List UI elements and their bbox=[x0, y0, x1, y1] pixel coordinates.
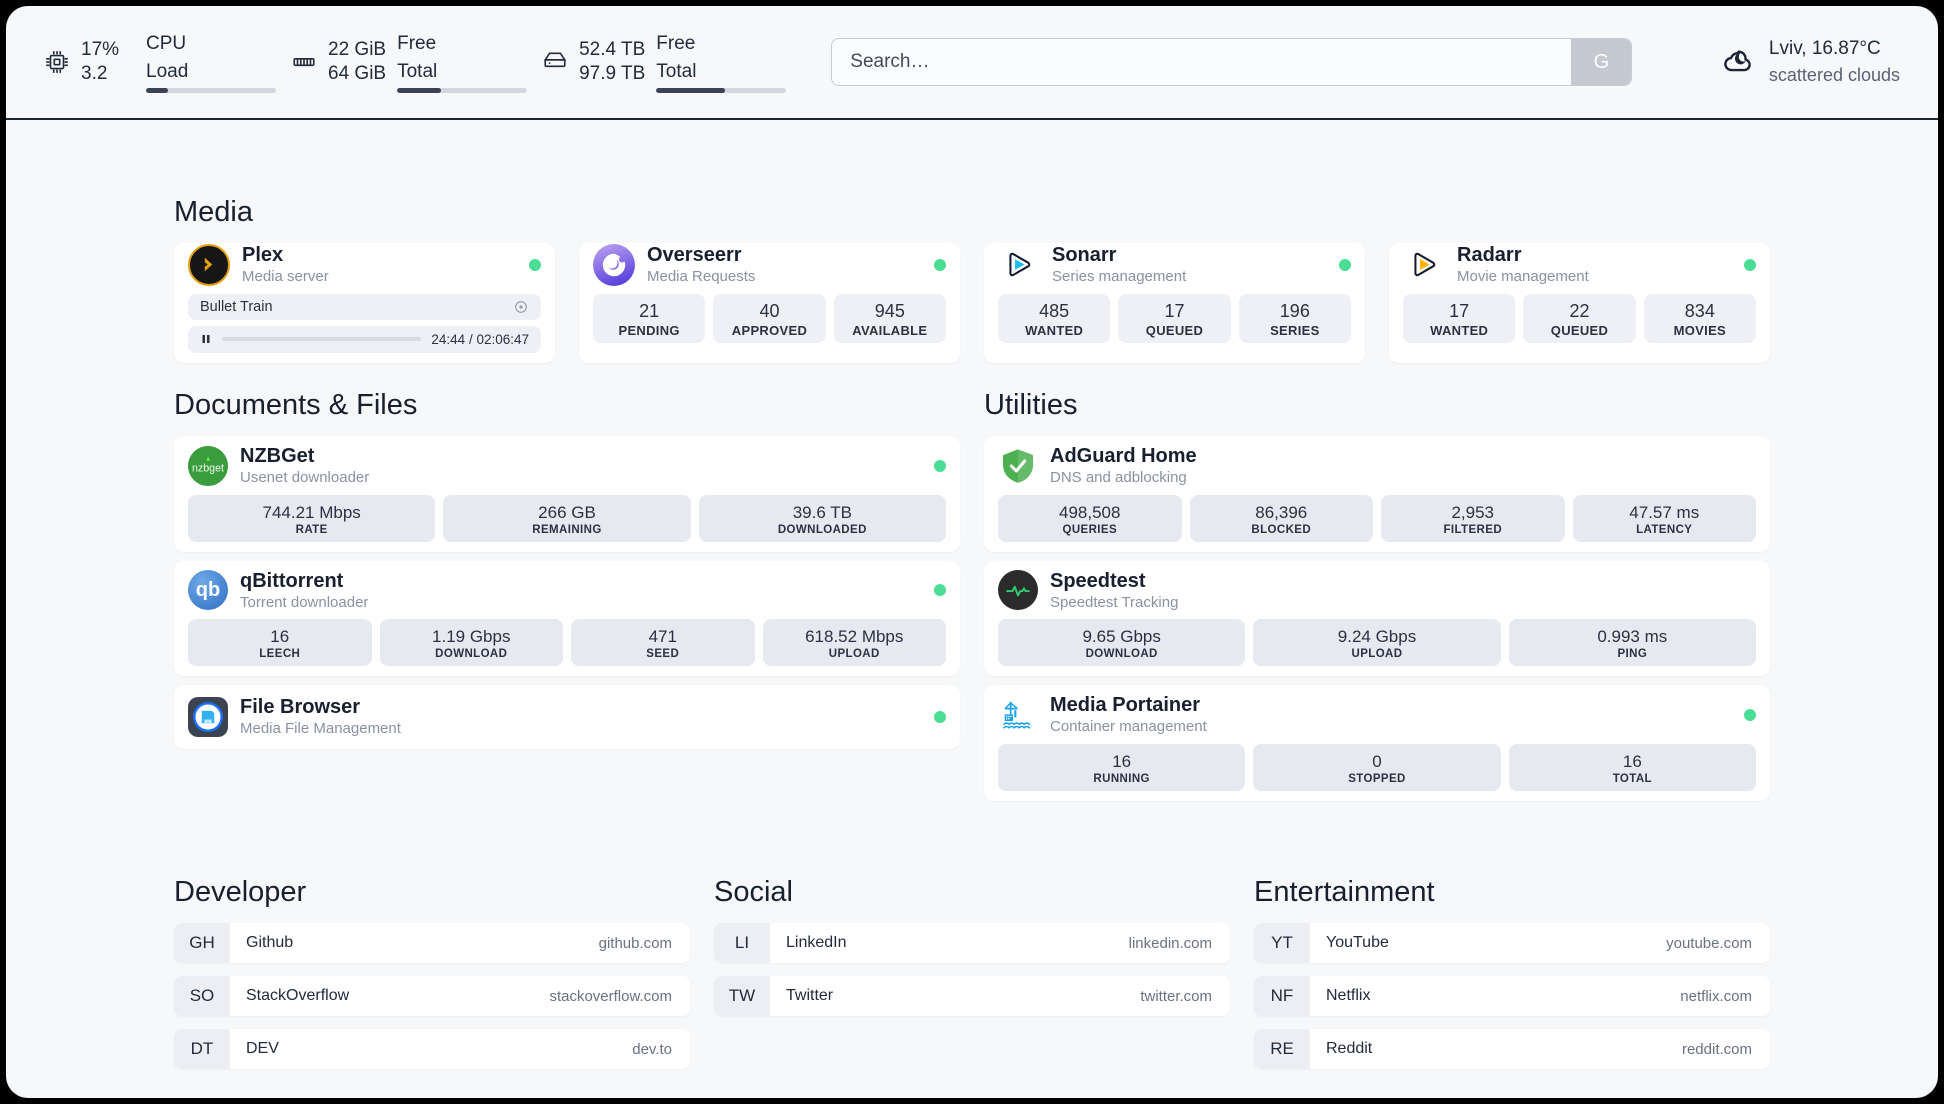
svg-text:nzbget: nzbget bbox=[192, 462, 224, 474]
